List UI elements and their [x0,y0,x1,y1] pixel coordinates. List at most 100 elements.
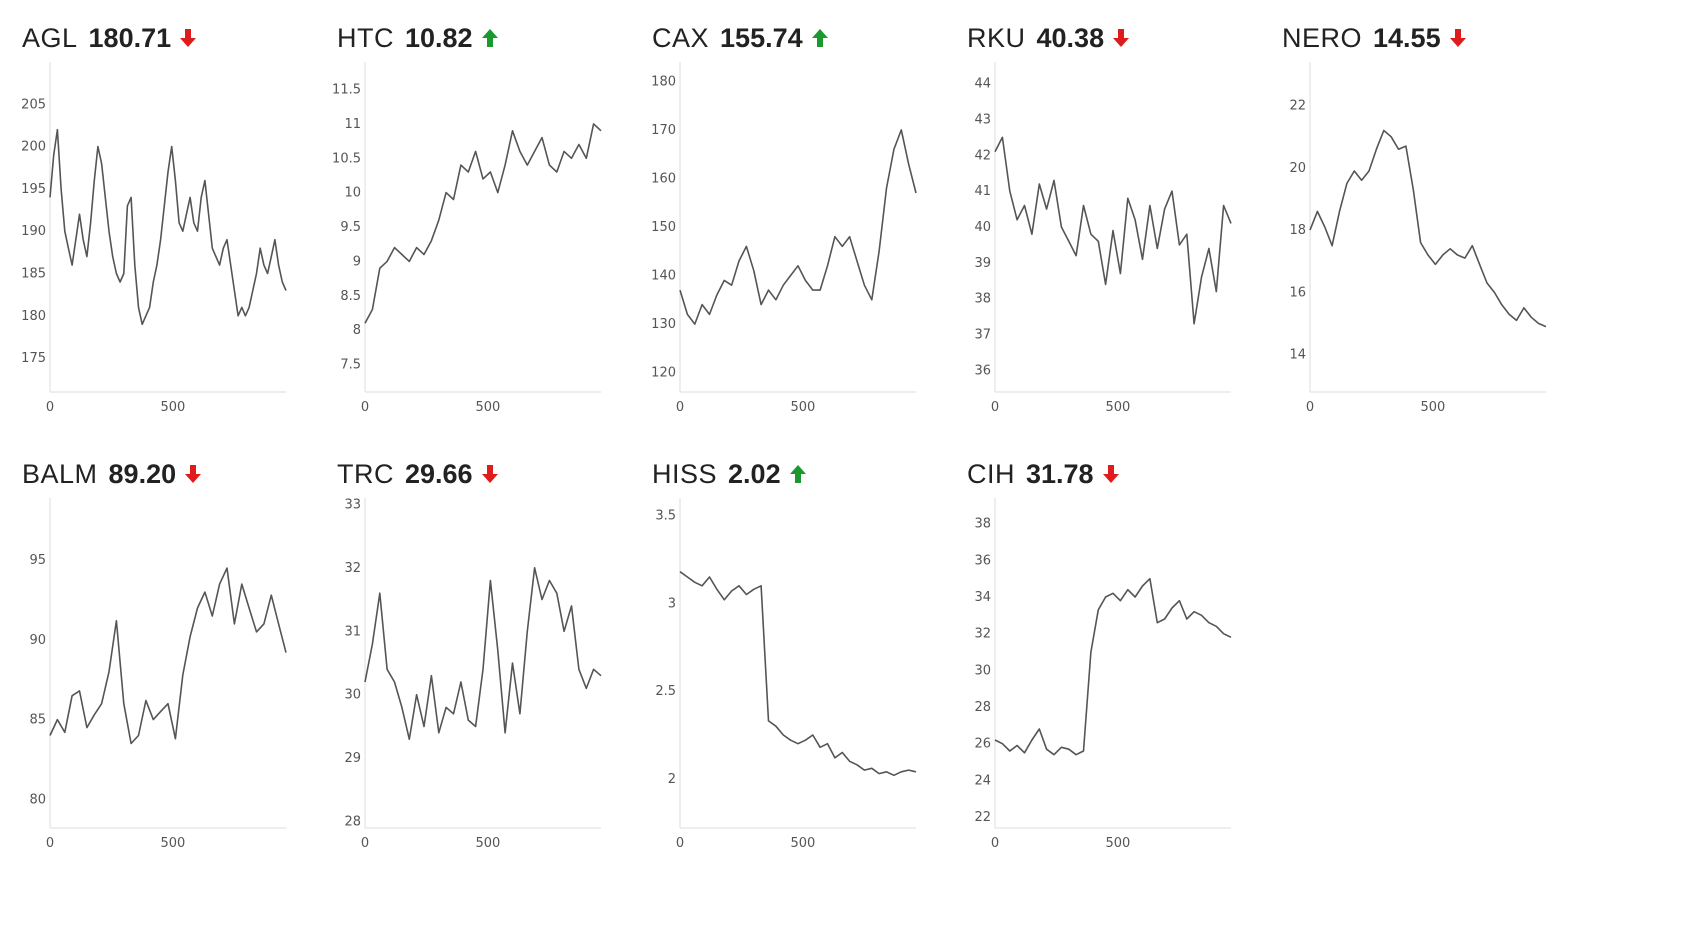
y-tick-label: 41 [974,184,991,199]
line-chart: 28 29 30 31 32 33 0 500 [344,497,602,851]
arrow-up-icon [481,27,499,49]
y-tick-label: 85 [29,713,46,728]
arrow-down-icon [184,463,202,485]
ticker-symbol: BALM [22,458,98,489]
y-tick-label: 195 [21,182,46,197]
line-chart: 80 85 90 95 0 500 [29,498,287,851]
ticker-header: NERO 14.55 [1282,18,1467,58]
ticker-symbol: AGL [22,22,78,53]
y-tick-label: 95 [29,553,46,568]
arrow-down-icon [179,27,197,49]
y-tick-label: 9 [353,254,361,269]
y-tick-label: 175 [21,351,46,366]
ticker-header: TRC 29.66 [337,454,499,494]
ticker-header: RKU 40.38 [967,18,1130,58]
ticker-header: CIH 31.78 [967,454,1120,494]
ticker-symbol: HTC [337,22,394,53]
x-tick-label: 500 [791,400,816,415]
ticker-symbol: TRC [337,458,394,489]
line-chart: 14 16 18 20 22 0 500 [1289,62,1547,415]
y-tick-label: 8.5 [340,289,361,304]
x-tick-label: 500 [1106,836,1131,851]
ticker-price: 2.02 [728,458,781,489]
x-tick-label: 0 [991,836,999,851]
y-tick-label: 32 [344,561,361,576]
chart-panel-cax: CAX 155.74 120 130 140 150 160 170 180 0 500 [630,0,930,430]
y-tick-label: 33 [344,497,361,512]
price-line [49,128,287,326]
arrow-down-icon-shape [481,465,498,483]
y-tick-label: 11.5 [332,83,361,98]
x-tick-label: 0 [361,400,369,415]
x-tick-label: 0 [46,400,54,415]
arrow-down-icon [1102,463,1120,485]
ticker-symbol: CAX [652,22,710,53]
y-tick-label: 32 [974,627,991,642]
y-tick-label: 160 [651,171,676,186]
y-tick-label: 34 [974,590,991,605]
y-tick-label: 205 [21,97,46,112]
y-tick-label: 130 [651,317,676,332]
line-chart: 175 180 185 190 195 200 205 0 500 [21,62,287,415]
y-tick-label: 40 [974,220,991,235]
arrow-down-icon [481,463,499,485]
y-tick-label: 10 [344,186,361,201]
arrow-up-icon [811,27,829,49]
y-tick-label: 18 [1289,223,1306,238]
chart-panel-htc: HTC 10.82 7.5 8 8.5 9 9.5 10 10.5 11 11.5 0 500 [315,0,615,430]
y-tick-label: 24 [974,773,991,788]
y-tick-label: 9.5 [340,220,361,235]
y-tick-label: 22 [1289,99,1306,114]
x-tick-label: 500 [791,836,816,851]
arrow-up-icon [789,463,807,485]
y-tick-label: 80 [29,792,46,807]
x-tick-label: 0 [1306,400,1314,415]
chart-panel-trc: TRC 29.66 28 29 30 31 32 33 0 500 [315,436,615,866]
ticker-price: 155.74 [720,22,803,53]
y-tick-label: 90 [29,633,46,648]
y-tick-label: 28 [344,815,361,830]
y-tick-label: 30 [344,688,361,703]
y-tick-label: 8 [353,323,361,338]
arrow-down-icon [1112,27,1130,49]
price-line [994,577,1232,756]
y-tick-label: 44 [974,77,991,92]
y-tick-label: 180 [651,74,676,89]
x-tick-label: 0 [676,400,684,415]
arrow-down-icon-shape [185,465,202,483]
chart-panel-hiss: HISS 2.02 2 2.5 3 3.5 0 500 [630,436,930,866]
line-chart: 2 2.5 3 3.5 0 500 [655,498,917,851]
y-tick-label: 42 [974,148,991,163]
y-tick-label: 120 [651,366,676,381]
arrow-up-icon-shape [481,29,498,47]
ticker-price: 40.38 [1036,22,1105,53]
ticker-symbol: CIH [967,458,1015,489]
chart-panel-nero: NERO 14.55 14 16 18 20 22 0 500 [1260,0,1560,430]
ticker-header: CAX 155.74 [652,18,829,58]
y-tick-label: 11 [344,117,361,132]
x-tick-label: 0 [46,836,54,851]
price-line [364,123,602,324]
price-line [1309,129,1547,328]
y-tick-label: 29 [344,751,361,766]
ticker-header: AGL 180.71 [22,18,197,58]
y-tick-label: 31 [344,624,361,639]
ticker-symbol: RKU [967,22,1026,53]
x-tick-label: 500 [161,400,186,415]
y-tick-label: 36 [974,553,991,568]
y-tick-label: 10.5 [332,151,361,166]
y-tick-label: 140 [651,269,676,284]
x-tick-label: 500 [1421,400,1446,415]
y-tick-label: 14 [1289,348,1306,363]
price-line [49,567,287,745]
ticker-price: 10.82 [405,22,473,53]
price-line [679,129,917,325]
y-tick-label: 170 [651,123,676,138]
ticker-header: BALM 89.20 [22,454,202,494]
ticker-header: HISS 2.02 [652,454,807,494]
ticker-price: 31.78 [1026,458,1094,489]
y-tick-label: 2.5 [655,684,676,699]
y-tick-label: 150 [651,220,676,235]
y-tick-label: 16 [1289,285,1306,300]
price-line [679,571,917,777]
